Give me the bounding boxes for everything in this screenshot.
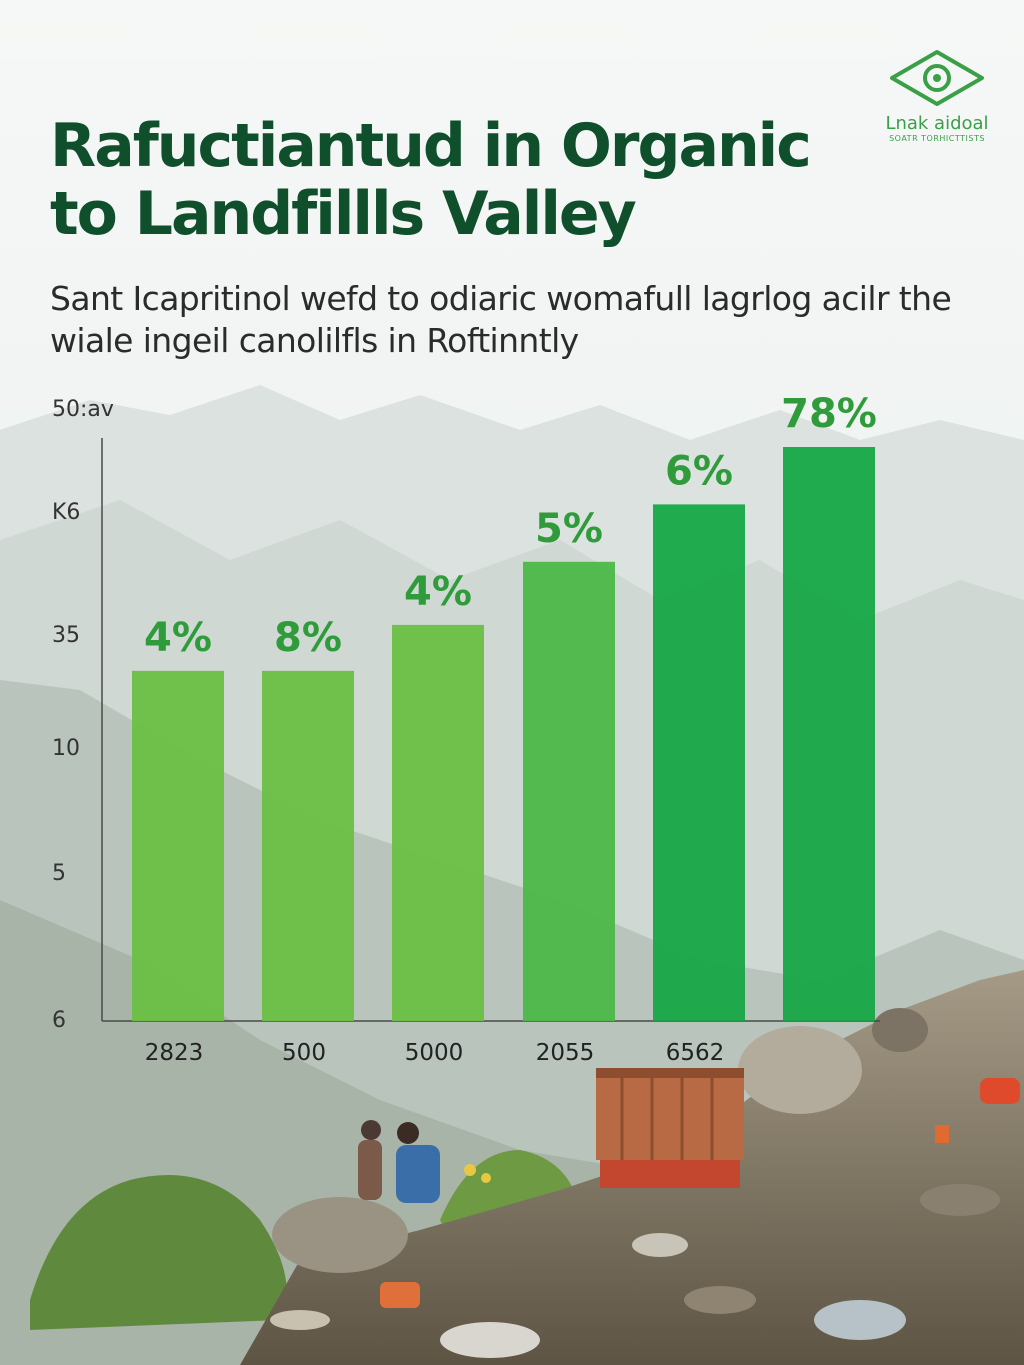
litter <box>270 1078 1020 1358</box>
boulder <box>738 1026 862 1114</box>
shrub-left <box>30 1175 287 1330</box>
eye-icon <box>890 50 984 106</box>
x-tick-label: 6562 <box>666 1040 725 1066</box>
data-label: 6% <box>665 448 733 494</box>
bar <box>392 624 484 1021</box>
x-tick-label: 2055 <box>536 1040 595 1066</box>
bar <box>783 447 875 1021</box>
x-tick-label: 500 <box>282 1040 326 1066</box>
data-label: 5% <box>535 506 603 552</box>
bar <box>262 670 354 1021</box>
workers <box>358 1120 440 1203</box>
bar <box>523 561 615 1021</box>
page-title: Rafuctiantud in Organic to Landfillls Va… <box>50 111 812 249</box>
logo-name: Lnak aidoal <box>885 113 989 134</box>
bar <box>132 670 224 1021</box>
chart-bars <box>132 447 875 1021</box>
x-tick-label: 2823 <box>145 1040 204 1066</box>
y-tick-label: 10 <box>52 736 80 761</box>
data-label: 4% <box>144 615 212 661</box>
x-tick-label: 5000 <box>405 1040 464 1066</box>
chart-labels: 4% 2823 8% 500 4% 5000 5% 2055 6% 6562 78% <box>144 391 877 1066</box>
y-tick-label: 35 <box>52 623 80 648</box>
data-label: 4% <box>404 569 472 615</box>
chart-axes: 50:av K6 35 10 5 6 <box>52 397 880 1033</box>
data-label: 78% <box>781 391 877 437</box>
boulder <box>872 1008 928 1052</box>
y-tick-label: 5 <box>52 861 66 886</box>
logo-tagline: SOATR TORHICTTISTS <box>889 134 985 143</box>
bar-chart: 50:av K6 35 10 5 6 4% 2823 8% 500 4% 5000 5% 2055 6% 6… <box>52 391 880 1066</box>
bar <box>653 504 745 1021</box>
dumpster-truck <box>596 1068 744 1188</box>
y-tick-label: 6 <box>52 1008 66 1033</box>
y-tick-label: 50:av <box>52 397 114 422</box>
boulder <box>272 1197 408 1273</box>
brand-logo: Lnak aidoal SOATR TORHICTTISTS <box>872 48 1002 148</box>
y-tick-label: K6 <box>52 500 80 525</box>
data-label: 8% <box>274 615 342 661</box>
page-subtitle: Sant Icapritinol wefd to odiaric womaful… <box>50 279 952 360</box>
